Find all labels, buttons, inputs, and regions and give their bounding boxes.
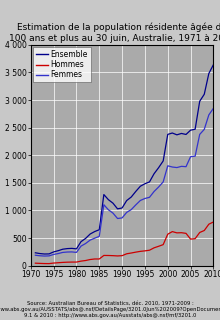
Title: Estimation de la population résidente âgée de
100 ans et plus au 30 juin, Austra: Estimation de la population résidente âg… [9,23,220,43]
Legend: Ensemble, Hommes, Femmes: Ensemble, Hommes, Femmes [33,47,91,83]
Text: Source: Australian Bureau of Statistics, déc. 2010, 1971-2009 :
http://www.abs.g: Source: Australian Bureau of Statistics,… [0,301,220,318]
